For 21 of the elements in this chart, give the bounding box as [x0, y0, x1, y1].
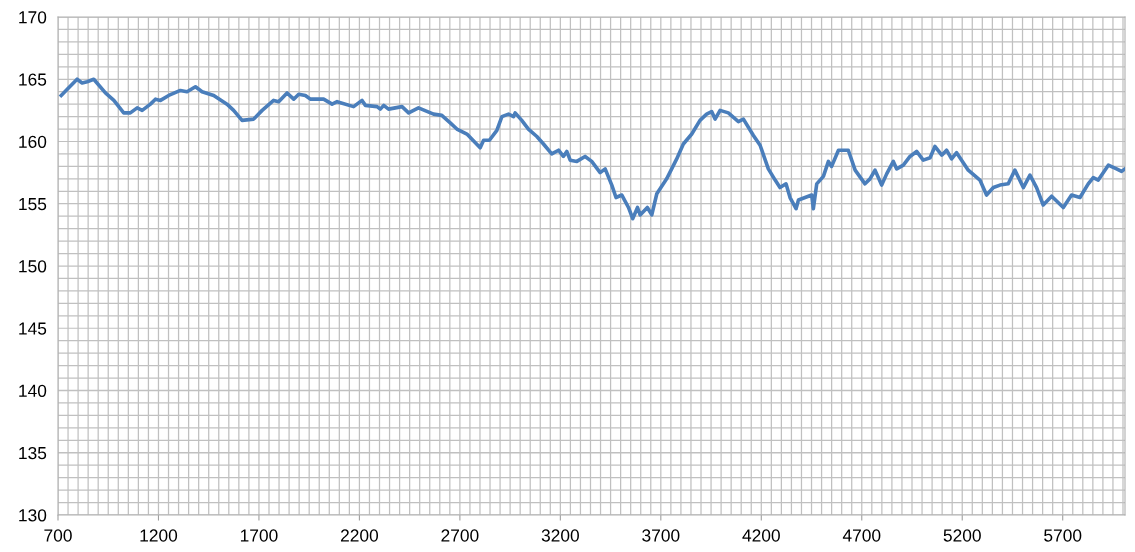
x-tick-label: 2200 [340, 529, 379, 542]
y-tick-label: 130 [19, 509, 47, 522]
x-tick-label: 3200 [541, 529, 579, 542]
x-tick-label: 700 [44, 529, 72, 542]
x-tick-label: 2700 [441, 529, 479, 542]
x-tick-label: 5200 [943, 529, 981, 542]
y-tick-label: 140 [19, 384, 47, 397]
x-tick-label: 5700 [1044, 529, 1082, 542]
y-tick-label: 135 [19, 446, 47, 460]
line-series [59, 77, 1125, 221]
x-tick-label: 4200 [742, 529, 780, 542]
y-tick-label: 145 [19, 322, 47, 335]
y-tick-label: 155 [19, 198, 47, 211]
x-tick-label: 4700 [842, 529, 881, 542]
y-tick-label: 160 [19, 135, 47, 148]
y-tick-label: 170 [19, 11, 47, 24]
x-tick-label: 3700 [642, 529, 680, 542]
y-tick-label: 150 [19, 260, 47, 273]
x-tick-label: 1200 [140, 529, 178, 542]
y-tick-label: 165 [19, 73, 47, 86]
x-tick-label: 1700 [240, 529, 278, 542]
